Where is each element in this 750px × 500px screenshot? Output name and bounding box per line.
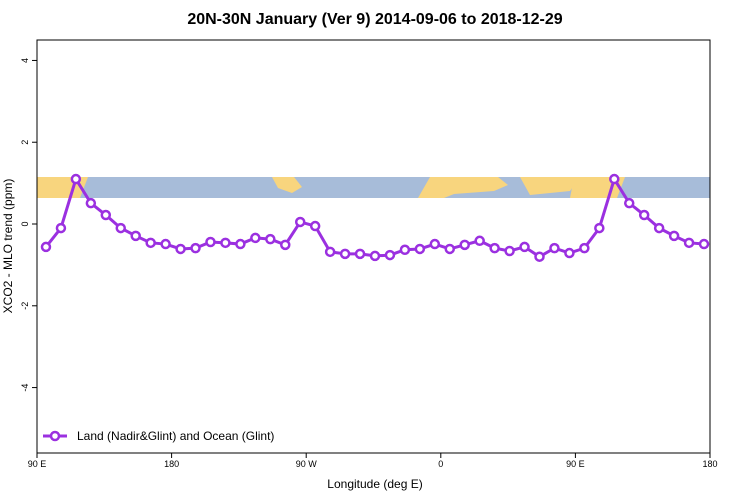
x-tick-label: 180 xyxy=(164,459,179,469)
data-point xyxy=(324,246,336,258)
data-point xyxy=(250,232,261,244)
data-point xyxy=(474,235,485,247)
data-point xyxy=(265,233,276,245)
data-point xyxy=(70,173,82,185)
data-point xyxy=(160,238,171,250)
data-point xyxy=(100,209,112,221)
data-point xyxy=(653,222,665,234)
data-point xyxy=(235,238,246,250)
data-point xyxy=(40,241,52,253)
data-point xyxy=(145,237,156,249)
data-point xyxy=(579,242,590,254)
data-point xyxy=(399,244,411,256)
x-tick-label: 180 xyxy=(702,459,717,469)
chart-title: 20N-30N January (Ver 9) 2014-09-06 to 20… xyxy=(187,11,562,28)
data-point xyxy=(564,247,575,259)
data-point xyxy=(414,243,426,255)
data-point xyxy=(280,239,291,251)
data-point xyxy=(609,173,620,185)
y-tick-label: 0 xyxy=(20,222,30,227)
y-tick-label: 4 xyxy=(20,58,30,63)
y-tick-label: -4 xyxy=(20,384,30,392)
legend-label: Land (Nadir&Glint) and Ocean (Glint) xyxy=(77,429,274,443)
y-tick-label: 2 xyxy=(20,140,30,145)
x-tick-label: 90 E xyxy=(28,459,47,469)
data-point xyxy=(354,248,366,260)
data-point xyxy=(549,242,560,254)
data-point xyxy=(429,238,441,250)
x-tick-label: 0 xyxy=(438,459,443,469)
x-tick-label: 90 W xyxy=(296,459,318,469)
x-axis-label: Longitude (deg E) xyxy=(327,477,422,491)
y-tick-label: -2 xyxy=(20,302,30,310)
data-point xyxy=(534,251,545,262)
data-point xyxy=(175,243,186,255)
data-point xyxy=(339,248,351,260)
data-point xyxy=(309,220,321,232)
data-point xyxy=(294,216,306,228)
data-point xyxy=(683,237,695,249)
data-point xyxy=(444,243,456,255)
data-point xyxy=(698,238,710,250)
data-point xyxy=(489,242,500,254)
data-point xyxy=(55,222,67,234)
data-point xyxy=(623,197,635,209)
plot-frame xyxy=(36,39,711,454)
data-point xyxy=(594,222,605,234)
data-point xyxy=(384,249,396,261)
data-point xyxy=(190,242,201,254)
data-point xyxy=(220,237,231,249)
data-point xyxy=(115,222,127,234)
data-point xyxy=(85,197,97,209)
x-tick-label: 90 E xyxy=(566,459,585,469)
data-point xyxy=(504,245,515,257)
data-point xyxy=(369,250,381,262)
data-point xyxy=(205,236,216,248)
legend-marker xyxy=(49,430,61,442)
y-axis-label: XCO2 - MLO trend (ppm) xyxy=(1,179,15,314)
data-point xyxy=(130,230,141,242)
data-point xyxy=(519,241,530,253)
data-point xyxy=(459,239,470,251)
data-point xyxy=(668,230,680,242)
data-point xyxy=(638,209,650,221)
